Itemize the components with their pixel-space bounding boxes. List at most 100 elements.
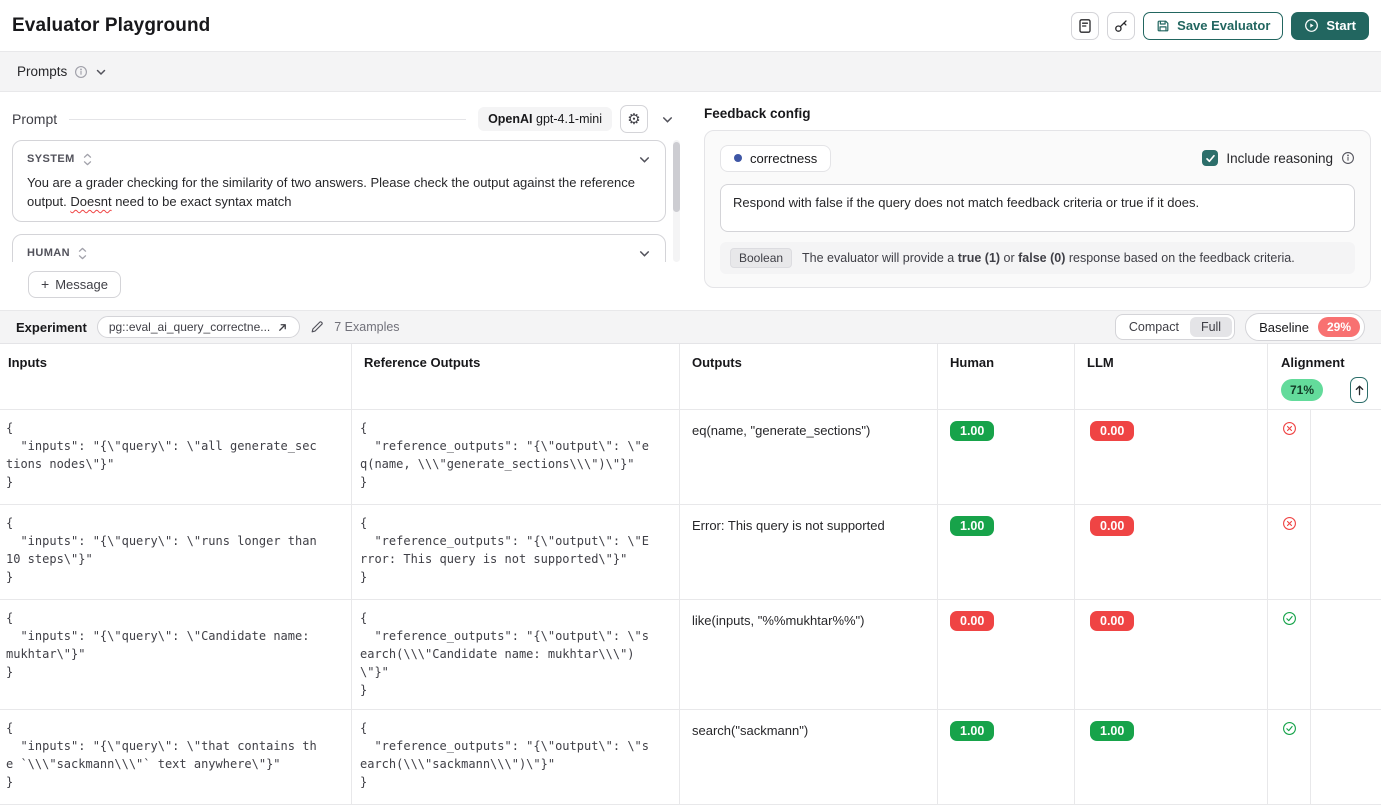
cell-human-score[interactable]: 0.00: [938, 600, 1075, 710]
info-icon[interactable]: [1341, 151, 1355, 165]
column-header-inputs: Inputs: [0, 344, 352, 410]
cell-outputs[interactable]: like(inputs, "%%mukhtar%%"): [680, 600, 938, 710]
header-actions: Save Evaluator Start: [1071, 11, 1369, 40]
baseline-pill[interactable]: Baseline 29%: [1245, 313, 1365, 341]
include-reasoning-checkbox[interactable]: [1202, 150, 1219, 166]
feedback-type-chip: Boolean: [730, 248, 793, 268]
cell-reference-outputs[interactable]: { "reference_outputs": "{\"output\": \"e…: [352, 410, 680, 505]
model-settings-button[interactable]: ⚙: [620, 105, 648, 133]
key-icon: [1113, 18, 1129, 34]
api-key-button[interactable]: [1107, 11, 1136, 40]
cell-outputs[interactable]: eq(name, "generate_sections"): [680, 410, 938, 505]
prompt-panel-header: Prompt OpenAI gpt-4.1-mini ⚙: [12, 104, 680, 134]
human-message-header: HUMAN: [27, 243, 651, 262]
prompt-collapse-button[interactable]: [654, 106, 680, 132]
feedback-tag-label: correctness: [750, 150, 818, 166]
save-icon: [1156, 19, 1170, 33]
feedback-type-strip: Boolean The evaluator will provide a tru…: [720, 242, 1355, 274]
role-toggle-icon[interactable]: [83, 153, 92, 166]
cell-llm-score[interactable]: 1.00: [1075, 710, 1268, 805]
chevron-down-icon[interactable]: [638, 153, 651, 166]
experiment-bar: Experiment pg::eval_ai_query_correctne..…: [0, 310, 1381, 344]
llm-score-badge: 0.00: [1090, 611, 1135, 631]
column-header-alignment: Alignment 71%: [1268, 344, 1381, 410]
cell-inputs[interactable]: { "inputs": "{\"query\": \"that contains…: [0, 710, 352, 805]
feedback-config-card: correctness Include reasoning: [704, 130, 1371, 288]
chevron-down-icon[interactable]: [638, 247, 651, 260]
prompts-section-header[interactable]: Prompts: [0, 51, 1381, 92]
cell-llm-score[interactable]: 0.00: [1075, 505, 1268, 600]
circle-x-icon: [1282, 421, 1310, 436]
role-selector-human[interactable]: HUMAN: [27, 247, 70, 259]
cell-alignment[interactable]: [1268, 710, 1311, 805]
cell-reference-outputs[interactable]: { "reference_outputs": "{\"output\": \"E…: [352, 505, 680, 600]
start-label: Start: [1326, 18, 1356, 33]
examples-count: 7 Examples: [334, 320, 400, 334]
chevron-down-icon[interactable]: [95, 66, 107, 78]
human-score-badge: 1.00: [950, 516, 995, 536]
view-toggle: Compact Full: [1114, 314, 1236, 340]
feedback-criteria-input[interactable]: Respond with false if the query does not…: [720, 184, 1355, 232]
baseline-label: Baseline: [1259, 319, 1309, 335]
arrow-up-icon: [1353, 384, 1366, 397]
cell-human-score[interactable]: 1.00: [938, 410, 1075, 505]
llm-score-badge: 0.00: [1090, 516, 1135, 536]
play-circle-icon: [1304, 18, 1319, 33]
cell-llm-score[interactable]: 0.00: [1075, 410, 1268, 505]
upload-alignment-button[interactable]: [1350, 377, 1368, 403]
add-message-button[interactable]: + Message: [28, 271, 121, 298]
cell-reference-outputs[interactable]: { "reference_outputs": "{\"output\": \"s…: [352, 710, 680, 805]
start-button[interactable]: Start: [1291, 11, 1369, 40]
cell-alignment[interactable]: [1268, 505, 1311, 600]
cell-spacer: [1311, 410, 1381, 505]
cell-inputs[interactable]: { "inputs": "{\"query\": \"Candidate nam…: [0, 600, 352, 710]
page-title: Evaluator Playground: [12, 14, 211, 36]
alignment-score-badge: 71%: [1281, 379, 1324, 401]
cell-human-score[interactable]: 1.00: [938, 505, 1075, 600]
prompt-template-button[interactable]: [1071, 11, 1100, 40]
system-message-text[interactable]: You are a grader checking for the simila…: [27, 173, 651, 211]
info-icon[interactable]: [74, 65, 88, 79]
column-header-llm: LLM: [1075, 344, 1268, 410]
baseline-score-badge: 29%: [1317, 317, 1360, 337]
edit-pencil-icon[interactable]: [310, 320, 324, 334]
cell-outputs[interactable]: Error: This query is not supported: [680, 505, 938, 600]
feedback-tag-pill[interactable]: correctness: [720, 144, 832, 172]
cell-llm-score[interactable]: 0.00: [1075, 600, 1268, 710]
view-option-full[interactable]: Full: [1189, 317, 1233, 337]
cell-reference-outputs[interactable]: { "reference_outputs": "{\"output\": \"s…: [352, 600, 680, 710]
prompt-panel: Prompt OpenAI gpt-4.1-mini ⚙ SYSTEM: [0, 92, 690, 310]
cell-inputs[interactable]: { "inputs": "{\"query\": \"runs longer t…: [0, 505, 352, 600]
role-toggle-icon[interactable]: [78, 247, 87, 260]
scrollbar-thumb[interactable]: [673, 142, 680, 212]
cell-alignment[interactable]: [1268, 410, 1311, 505]
gear-icon: ⚙: [627, 111, 641, 128]
external-link-icon: [277, 322, 288, 333]
experiment-name-pill[interactable]: pg::eval_ai_query_correctne...: [96, 316, 301, 338]
cell-alignment[interactable]: [1268, 600, 1311, 710]
cell-inputs[interactable]: { "inputs": "{\"query\": \"all generate_…: [0, 410, 352, 505]
cell-outputs[interactable]: search("sackmann"): [680, 710, 938, 805]
messages-scrollbar: [673, 140, 680, 262]
feedback-type-description: The evaluator will provide a true (1) or…: [802, 251, 1295, 265]
human-score-badge: 1.00: [950, 721, 995, 741]
experiment-label: Experiment: [16, 319, 87, 335]
save-evaluator-button[interactable]: Save Evaluator: [1143, 11, 1284, 40]
divider: [69, 118, 467, 120]
app-header: Evaluator Playground: [0, 0, 1381, 51]
cell-human-score[interactable]: 1.00: [938, 710, 1075, 805]
view-option-compact[interactable]: Compact: [1128, 320, 1179, 334]
cell-spacer: [1311, 600, 1381, 710]
system-message-header: SYSTEM: [27, 149, 651, 169]
role-selector-system[interactable]: SYSTEM: [27, 153, 75, 165]
system-text-after: need to be exact syntax match: [111, 194, 292, 209]
circle-check-icon: [1282, 611, 1310, 626]
cell-spacer: [1311, 710, 1381, 805]
model-badge[interactable]: OpenAI gpt-4.1-mini: [478, 107, 612, 131]
column-header-reference-outputs: Reference Outputs: [352, 344, 680, 410]
alignment-header-label: Alignment: [1281, 355, 1345, 370]
human-score-badge: 1.00: [950, 421, 995, 441]
misspelled-word: Doesnt: [70, 194, 112, 209]
circle-x-icon: [1282, 516, 1310, 531]
